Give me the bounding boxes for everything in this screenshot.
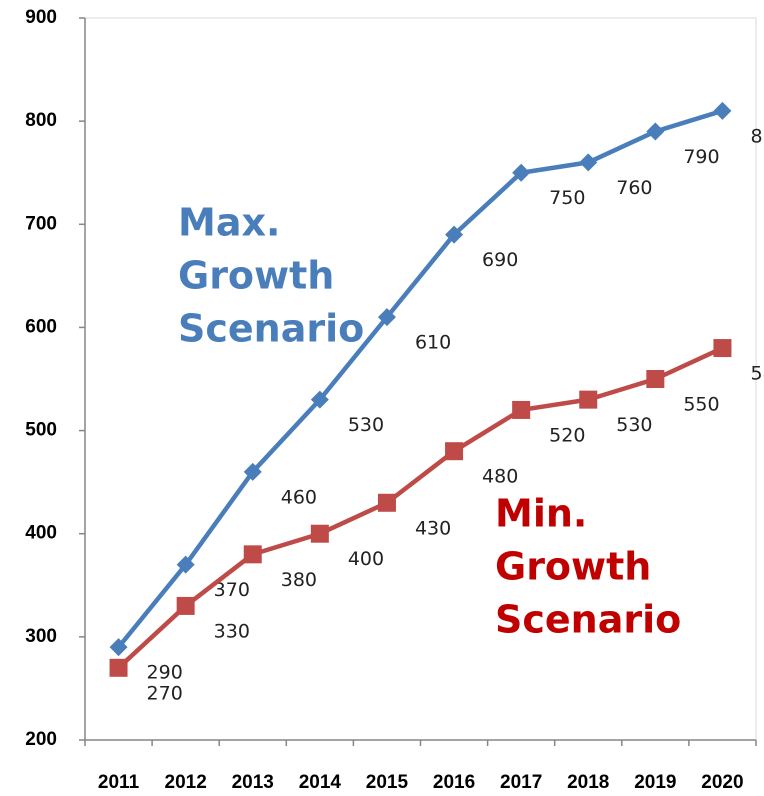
marker	[310, 390, 329, 409]
y-tick-label: 900	[25, 7, 57, 28]
data-label: 520	[549, 424, 585, 446]
annotation: Growth	[178, 254, 334, 298]
marker	[579, 390, 598, 409]
marker	[176, 596, 195, 615]
data-label: 690	[482, 249, 518, 271]
series-line	[116, 108, 724, 649]
marker	[646, 122, 665, 141]
annotation: Max.	[178, 201, 280, 245]
y-tick-label: 300	[25, 626, 57, 647]
x-tick-label: 2013	[232, 772, 274, 793]
marker	[713, 339, 732, 358]
marker	[310, 524, 329, 543]
x-tick-label: 2017	[500, 772, 542, 793]
x-tick-label: 2019	[634, 772, 676, 793]
marker	[176, 555, 195, 574]
data-label: 370	[214, 579, 250, 601]
y-tick-label: 600	[25, 316, 57, 337]
data-label: 580	[750, 363, 764, 385]
x-tick-label: 2020	[701, 772, 743, 793]
y-tick-label: 500	[25, 420, 57, 441]
data-label: 430	[415, 517, 451, 539]
data-label: 330	[214, 620, 250, 642]
marker	[109, 638, 128, 657]
marker	[512, 163, 531, 182]
x-tick-label: 2016	[433, 772, 475, 793]
data-label: 810	[750, 125, 764, 147]
y-tick-label: 800	[25, 110, 57, 131]
data-label: 380	[281, 569, 317, 591]
x-tick-label: 2014	[299, 772, 342, 793]
annotation: Growth	[495, 545, 651, 589]
data-label: 790	[683, 146, 719, 168]
data-label: 270	[147, 682, 183, 704]
data-label: 480	[482, 466, 518, 488]
marker	[377, 308, 396, 327]
marker	[377, 493, 396, 512]
marker	[243, 545, 262, 564]
y-tick-label: 700	[25, 213, 57, 234]
marker	[445, 225, 464, 244]
x-tick-label: 2015	[366, 772, 409, 793]
annotation: Scenario	[495, 598, 681, 642]
x-tick-label: 2012	[165, 772, 207, 793]
marker	[646, 370, 665, 388]
data-label: 290	[147, 662, 183, 684]
annotation: Scenario	[178, 307, 364, 351]
data-label: 550	[683, 394, 719, 416]
series-line	[117, 346, 724, 670]
marker	[579, 153, 598, 172]
x-tick-label: 2011	[98, 772, 140, 793]
x-tick-label: 2018	[567, 772, 609, 793]
marker	[109, 658, 128, 677]
data-label: 750	[549, 187, 585, 209]
y-tick-label: 400	[25, 523, 57, 544]
data-label: 530	[348, 414, 384, 436]
marker	[713, 101, 732, 120]
data-label: 610	[415, 332, 451, 354]
marker	[512, 400, 531, 419]
data-label: 760	[616, 177, 652, 199]
data-label: 530	[616, 414, 652, 436]
data-label: 400	[348, 548, 384, 570]
data-label: 460	[281, 486, 317, 508]
marker	[445, 442, 464, 461]
y-tick-label: 200	[25, 729, 57, 750]
annotation: Min.	[495, 492, 587, 536]
marker	[243, 462, 262, 481]
